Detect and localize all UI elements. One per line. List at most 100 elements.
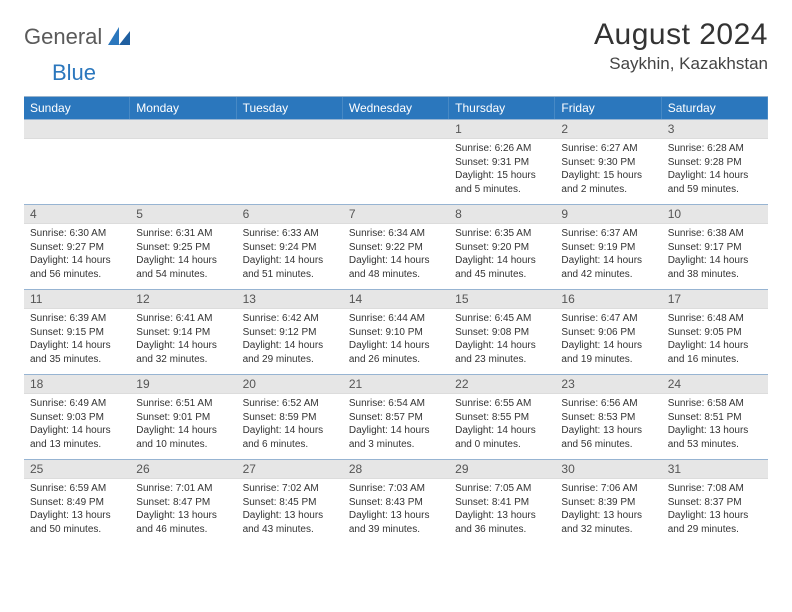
day-number: 18 bbox=[24, 375, 130, 393]
day-number: 12 bbox=[130, 290, 236, 308]
day-cell: Sunrise: 6:37 AMSunset: 9:19 PMDaylight:… bbox=[555, 224, 661, 289]
daylight-text: Daylight: 14 hours and 19 minutes. bbox=[561, 339, 654, 366]
day-number: 23 bbox=[555, 375, 661, 393]
day-cell: Sunrise: 6:31 AMSunset: 9:25 PMDaylight:… bbox=[130, 224, 236, 289]
weeks-container: 123Sunrise: 6:26 AMSunset: 9:31 PMDaylig… bbox=[24, 119, 768, 544]
sunrise-text: Sunrise: 6:26 AM bbox=[455, 142, 548, 156]
day-body: Sunrise: 6:51 AMSunset: 9:01 PMDaylight:… bbox=[130, 394, 235, 459]
sunrise-text: Sunrise: 7:02 AM bbox=[243, 482, 336, 496]
day-number: 29 bbox=[449, 460, 555, 478]
day-body-row: Sunrise: 6:59 AMSunset: 8:49 PMDaylight:… bbox=[24, 479, 768, 544]
day-body: Sunrise: 6:34 AMSunset: 9:22 PMDaylight:… bbox=[343, 224, 448, 289]
sunrise-text: Sunrise: 6:27 AM bbox=[561, 142, 654, 156]
sunrise-text: Sunrise: 6:42 AM bbox=[243, 312, 336, 326]
day-cell: Sunrise: 6:54 AMSunset: 8:57 PMDaylight:… bbox=[343, 394, 449, 459]
sunset-text: Sunset: 8:45 PM bbox=[243, 496, 336, 510]
day-number-row: 25262728293031 bbox=[24, 459, 768, 479]
day-cell: Sunrise: 6:52 AMSunset: 8:59 PMDaylight:… bbox=[237, 394, 343, 459]
day-body: Sunrise: 6:26 AMSunset: 9:31 PMDaylight:… bbox=[449, 139, 554, 204]
day-body: Sunrise: 7:01 AMSunset: 8:47 PMDaylight:… bbox=[130, 479, 235, 544]
day-cell: Sunrise: 6:30 AMSunset: 9:27 PMDaylight:… bbox=[24, 224, 130, 289]
sunrise-text: Sunrise: 6:45 AM bbox=[455, 312, 548, 326]
sunrise-text: Sunrise: 6:51 AM bbox=[136, 397, 229, 411]
day-cell: Sunrise: 6:42 AMSunset: 9:12 PMDaylight:… bbox=[237, 309, 343, 374]
day-cell: Sunrise: 6:59 AMSunset: 8:49 PMDaylight:… bbox=[24, 479, 130, 544]
weekday-friday: Friday bbox=[555, 97, 661, 119]
day-body: Sunrise: 6:31 AMSunset: 9:25 PMDaylight:… bbox=[130, 224, 235, 289]
day-cell: Sunrise: 6:48 AMSunset: 9:05 PMDaylight:… bbox=[662, 309, 768, 374]
day-cell: Sunrise: 6:44 AMSunset: 9:10 PMDaylight:… bbox=[343, 309, 449, 374]
day-body: Sunrise: 6:52 AMSunset: 8:59 PMDaylight:… bbox=[237, 394, 342, 459]
day-body-row: Sunrise: 6:26 AMSunset: 9:31 PMDaylight:… bbox=[24, 139, 768, 204]
sunrise-text: Sunrise: 6:54 AM bbox=[349, 397, 442, 411]
sunset-text: Sunset: 8:43 PM bbox=[349, 496, 442, 510]
sunset-text: Sunset: 9:14 PM bbox=[136, 326, 229, 340]
day-number-row: 123 bbox=[24, 119, 768, 139]
day-cell: Sunrise: 6:49 AMSunset: 9:03 PMDaylight:… bbox=[24, 394, 130, 459]
day-body: Sunrise: 6:27 AMSunset: 9:30 PMDaylight:… bbox=[555, 139, 660, 204]
title-block: August 2024 Saykhin, Kazakhstan bbox=[594, 18, 768, 74]
daylight-text: Daylight: 13 hours and 50 minutes. bbox=[30, 509, 123, 536]
daylight-text: Daylight: 14 hours and 26 minutes. bbox=[349, 339, 442, 366]
daylight-text: Daylight: 14 hours and 38 minutes. bbox=[668, 254, 761, 281]
logo-text-general: General bbox=[24, 24, 102, 50]
daylight-text: Daylight: 14 hours and 32 minutes. bbox=[136, 339, 229, 366]
sunrise-text: Sunrise: 6:35 AM bbox=[455, 227, 548, 241]
day-body: Sunrise: 6:47 AMSunset: 9:06 PMDaylight:… bbox=[555, 309, 660, 374]
day-number bbox=[130, 120, 236, 138]
day-number: 30 bbox=[555, 460, 661, 478]
day-number bbox=[24, 120, 130, 138]
logo: General bbox=[24, 24, 134, 50]
day-body: Sunrise: 6:49 AMSunset: 9:03 PMDaylight:… bbox=[24, 394, 129, 459]
daylight-text: Daylight: 14 hours and 23 minutes. bbox=[455, 339, 548, 366]
sunrise-text: Sunrise: 6:39 AM bbox=[30, 312, 123, 326]
day-body: Sunrise: 6:33 AMSunset: 9:24 PMDaylight:… bbox=[237, 224, 342, 289]
day-cell: Sunrise: 6:26 AMSunset: 9:31 PMDaylight:… bbox=[449, 139, 555, 204]
day-cell: Sunrise: 6:41 AMSunset: 9:14 PMDaylight:… bbox=[130, 309, 236, 374]
sunset-text: Sunset: 9:01 PM bbox=[136, 411, 229, 425]
day-body: Sunrise: 6:28 AMSunset: 9:28 PMDaylight:… bbox=[662, 139, 767, 204]
daylight-text: Daylight: 13 hours and 39 minutes. bbox=[349, 509, 442, 536]
sunrise-text: Sunrise: 6:33 AM bbox=[243, 227, 336, 241]
day-number-row: 45678910 bbox=[24, 204, 768, 224]
day-body: Sunrise: 7:05 AMSunset: 8:41 PMDaylight:… bbox=[449, 479, 554, 544]
sunrise-text: Sunrise: 6:37 AM bbox=[561, 227, 654, 241]
sunset-text: Sunset: 8:57 PM bbox=[349, 411, 442, 425]
day-cell: Sunrise: 7:08 AMSunset: 8:37 PMDaylight:… bbox=[662, 479, 768, 544]
daylight-text: Daylight: 15 hours and 2 minutes. bbox=[561, 169, 654, 196]
day-number: 13 bbox=[237, 290, 343, 308]
daylight-text: Daylight: 14 hours and 29 minutes. bbox=[243, 339, 336, 366]
sunset-text: Sunset: 8:41 PM bbox=[455, 496, 548, 510]
day-body: Sunrise: 6:30 AMSunset: 9:27 PMDaylight:… bbox=[24, 224, 129, 289]
sunrise-text: Sunrise: 6:31 AM bbox=[136, 227, 229, 241]
day-cell: Sunrise: 7:02 AMSunset: 8:45 PMDaylight:… bbox=[237, 479, 343, 544]
day-cell bbox=[130, 139, 236, 204]
day-number: 7 bbox=[343, 205, 449, 223]
sunset-text: Sunset: 9:20 PM bbox=[455, 241, 548, 255]
sunrise-text: Sunrise: 6:41 AM bbox=[136, 312, 229, 326]
day-number: 15 bbox=[449, 290, 555, 308]
sunrise-text: Sunrise: 6:59 AM bbox=[30, 482, 123, 496]
sunrise-text: Sunrise: 6:44 AM bbox=[349, 312, 442, 326]
daylight-text: Daylight: 13 hours and 43 minutes. bbox=[243, 509, 336, 536]
day-body: Sunrise: 6:55 AMSunset: 8:55 PMDaylight:… bbox=[449, 394, 554, 459]
sunrise-text: Sunrise: 6:47 AM bbox=[561, 312, 654, 326]
day-cell: Sunrise: 6:39 AMSunset: 9:15 PMDaylight:… bbox=[24, 309, 130, 374]
day-cell: Sunrise: 6:27 AMSunset: 9:30 PMDaylight:… bbox=[555, 139, 661, 204]
day-body bbox=[343, 139, 448, 197]
daylight-text: Daylight: 13 hours and 46 minutes. bbox=[136, 509, 229, 536]
sunset-text: Sunset: 8:37 PM bbox=[668, 496, 761, 510]
daylight-text: Daylight: 14 hours and 54 minutes. bbox=[136, 254, 229, 281]
logo-text-blue: Blue bbox=[52, 60, 96, 86]
daylight-text: Daylight: 14 hours and 45 minutes. bbox=[455, 254, 548, 281]
sunset-text: Sunset: 8:51 PM bbox=[668, 411, 761, 425]
sunrise-text: Sunrise: 6:58 AM bbox=[668, 397, 761, 411]
sunrise-text: Sunrise: 7:08 AM bbox=[668, 482, 761, 496]
day-number: 28 bbox=[343, 460, 449, 478]
day-number-row: 18192021222324 bbox=[24, 374, 768, 394]
sunset-text: Sunset: 9:10 PM bbox=[349, 326, 442, 340]
day-number: 1 bbox=[449, 120, 555, 138]
sunrise-text: Sunrise: 7:01 AM bbox=[136, 482, 229, 496]
daylight-text: Daylight: 14 hours and 51 minutes. bbox=[243, 254, 336, 281]
daylight-text: Daylight: 14 hours and 59 minutes. bbox=[668, 169, 761, 196]
